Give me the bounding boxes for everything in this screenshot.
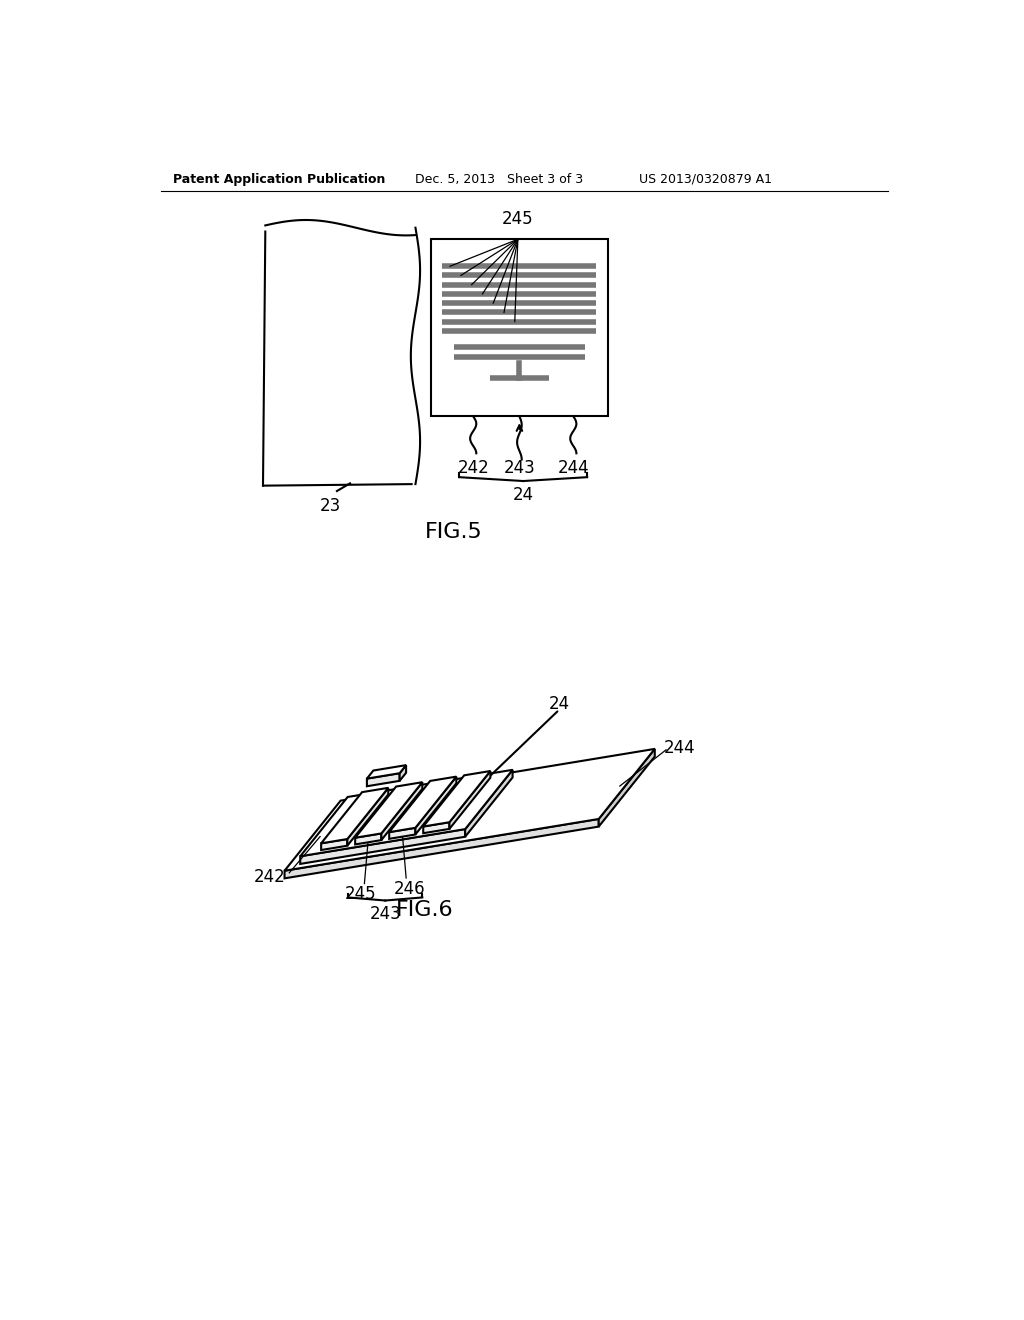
Text: 243: 243 (370, 906, 401, 923)
Text: 244: 244 (664, 739, 695, 756)
Text: Dec. 5, 2013   Sheet 3 of 3: Dec. 5, 2013 Sheet 3 of 3 (416, 173, 584, 186)
Text: 242: 242 (458, 459, 489, 478)
Polygon shape (423, 771, 490, 826)
Polygon shape (322, 840, 347, 850)
Polygon shape (399, 766, 407, 781)
Text: 245: 245 (345, 886, 377, 903)
Polygon shape (285, 748, 654, 871)
Polygon shape (423, 822, 450, 833)
Polygon shape (389, 776, 457, 832)
Text: Patent Application Publication: Patent Application Publication (173, 173, 385, 186)
Polygon shape (381, 783, 422, 840)
Polygon shape (355, 833, 381, 845)
Polygon shape (465, 770, 513, 837)
Text: US 2013/0320879 A1: US 2013/0320879 A1 (639, 173, 772, 186)
Text: FIG.5: FIG.5 (425, 521, 483, 541)
Polygon shape (367, 766, 407, 779)
Bar (431, 239, 608, 416)
Polygon shape (347, 788, 388, 846)
Polygon shape (450, 771, 490, 829)
Text: 24: 24 (549, 696, 570, 713)
Text: 244: 244 (557, 459, 589, 478)
Text: FIG.6: FIG.6 (395, 900, 453, 920)
Polygon shape (322, 788, 388, 843)
Polygon shape (599, 748, 654, 826)
Polygon shape (285, 818, 599, 878)
Text: 24: 24 (513, 486, 534, 504)
Text: 243: 243 (504, 459, 536, 478)
Polygon shape (300, 770, 513, 857)
Polygon shape (416, 776, 457, 834)
Polygon shape (367, 774, 399, 787)
Polygon shape (389, 828, 416, 838)
Text: 242: 242 (254, 867, 286, 886)
Polygon shape (300, 829, 465, 863)
Text: 246: 246 (394, 879, 426, 898)
Text: 23: 23 (321, 498, 341, 515)
Polygon shape (355, 783, 422, 838)
Text: 245: 245 (502, 210, 534, 228)
